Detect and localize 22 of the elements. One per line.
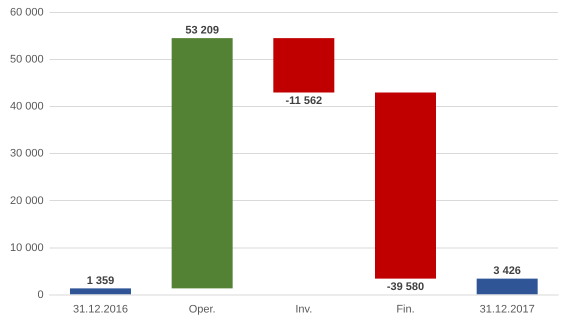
x-tick-label: Fin. <box>396 303 415 316</box>
y-tick-label: 50 000 <box>10 54 44 66</box>
data-label: -39 580 <box>386 281 424 294</box>
y-tick-label: 0 <box>38 288 44 301</box>
data-label: 3 426 <box>493 265 521 278</box>
x-tick-label: Inv. <box>295 303 312 316</box>
bar <box>273 38 334 93</box>
y-tick-label: 40 000 <box>10 100 44 113</box>
y-tick-label: 20 000 <box>10 194 44 207</box>
data-label: -11 562 <box>285 95 322 108</box>
data-label: 53 209 <box>185 24 219 37</box>
x-tick-label: 31.12.2017 <box>480 303 535 316</box>
x-tick-label: Oper. <box>188 303 216 316</box>
bar <box>374 92 436 279</box>
x-tick-label: 31.12.2016 <box>72 303 128 316</box>
bar <box>476 278 538 294</box>
y-tick-label: 60 000 <box>10 6 44 19</box>
data-label: 1 359 <box>86 274 114 287</box>
bar <box>70 288 131 294</box>
y-tick-label: 30 000 <box>10 148 44 160</box>
bar <box>172 38 233 288</box>
y-tick-label: 10 000 <box>10 242 44 254</box>
